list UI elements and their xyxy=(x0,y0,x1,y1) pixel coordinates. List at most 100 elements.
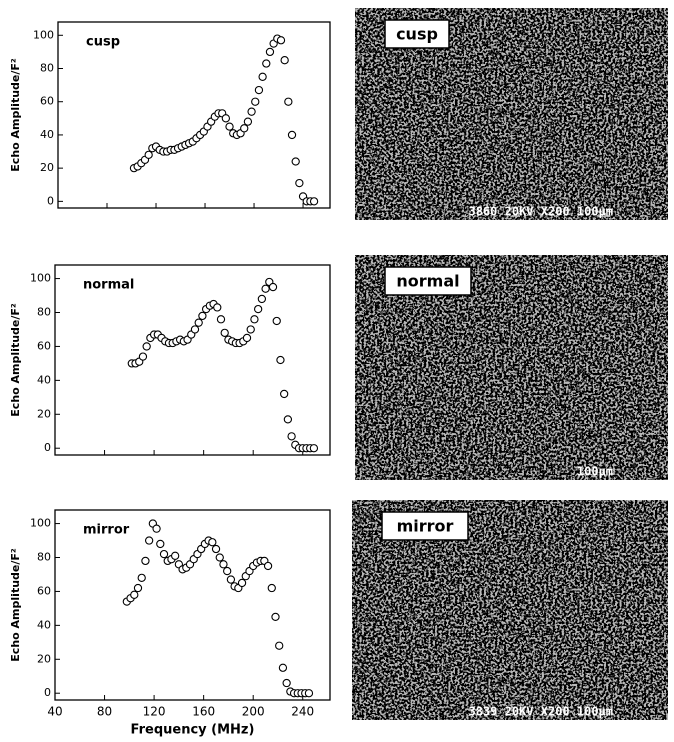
x-tick-label: 240 xyxy=(291,705,314,719)
data-point xyxy=(220,328,229,338)
y-tick-label: 40 xyxy=(40,128,54,141)
data-point xyxy=(282,678,291,688)
data-point xyxy=(295,178,304,188)
y-tick-label: 100 xyxy=(30,272,51,285)
data-point xyxy=(284,97,293,106)
data-point xyxy=(213,303,222,312)
data-point xyxy=(208,538,217,547)
data-point xyxy=(144,536,154,545)
data-point xyxy=(226,575,236,584)
data-point xyxy=(304,689,314,698)
x-tick-label: 160 xyxy=(192,705,215,719)
chart-title: cusp xyxy=(86,35,120,50)
micrograph: cusp 3860 20KV X200 100µm xyxy=(355,8,668,220)
data-point xyxy=(198,311,207,321)
data-point xyxy=(216,315,226,324)
data-point xyxy=(268,282,278,292)
data-point xyxy=(142,342,151,351)
micrograph-caption: 3860 20KV X200 100µm xyxy=(469,205,614,219)
y-axis-label: Echo Amplitude/F² xyxy=(9,303,22,417)
data-point xyxy=(156,539,165,549)
data-point xyxy=(243,117,253,126)
y-tick-label: 60 xyxy=(40,95,54,108)
y-tick-label: 80 xyxy=(40,62,54,75)
data-point xyxy=(254,85,264,95)
plot-frame xyxy=(54,509,331,701)
data-point xyxy=(130,590,139,599)
data-point xyxy=(138,352,148,361)
data-point xyxy=(240,124,249,133)
y-tick-label: 40 xyxy=(37,373,51,386)
y-tick-label: 80 xyxy=(37,551,51,564)
data-point xyxy=(251,97,260,106)
data-point xyxy=(242,333,252,343)
y-tick-label: 60 xyxy=(37,584,51,597)
x-tick-label: 120 xyxy=(143,705,166,719)
data-point xyxy=(247,107,256,116)
data-point xyxy=(221,114,231,123)
plot-frame xyxy=(57,21,331,209)
x-tick-label: 200 xyxy=(242,705,265,719)
y-tick-label: 0 xyxy=(44,441,51,454)
y-tick-label: 0 xyxy=(44,686,51,699)
data-point xyxy=(275,641,284,650)
y-tick-label: 80 xyxy=(37,306,51,319)
data-point xyxy=(271,612,280,622)
chart-title: normal xyxy=(83,278,134,293)
y-tick-label: 20 xyxy=(37,652,51,665)
data-point xyxy=(137,573,146,583)
data-point xyxy=(215,553,224,562)
data-point xyxy=(141,556,150,566)
data-point xyxy=(263,561,273,571)
y-axis-label: Echo Amplitude/F² xyxy=(9,58,22,172)
data-point xyxy=(278,663,288,672)
data-point xyxy=(309,444,319,453)
y-tick-label: 100 xyxy=(33,28,54,41)
data-point xyxy=(223,566,232,576)
plot-frame xyxy=(54,264,331,456)
data-point xyxy=(276,36,286,45)
micrograph-label: mirror xyxy=(397,517,454,536)
data-point xyxy=(250,315,259,324)
data-point xyxy=(246,325,255,334)
data-point xyxy=(257,294,267,304)
data-point xyxy=(280,389,289,399)
micrograph-label: normal xyxy=(396,272,459,291)
x-tick-label: 80 xyxy=(97,705,112,719)
micrograph: mirror 3839 20KV X200 100µm xyxy=(352,500,668,720)
y-tick-label: 20 xyxy=(37,407,51,420)
data-point xyxy=(276,355,285,365)
y-tick-label: 40 xyxy=(37,618,51,631)
data-point xyxy=(171,551,180,560)
data-point xyxy=(283,415,293,424)
label-box xyxy=(384,266,472,296)
data-point xyxy=(265,47,275,57)
x-axis-label: Frequency (MHz) xyxy=(131,723,255,738)
data-point xyxy=(258,72,267,81)
chart-title: mirror xyxy=(83,523,130,538)
data-point xyxy=(287,130,297,140)
data-point xyxy=(237,578,247,588)
data-point xyxy=(159,549,169,559)
y-axis-label: Echo Amplitude/F² xyxy=(9,548,22,662)
data-point xyxy=(219,560,228,569)
data-point xyxy=(133,583,143,593)
label-box xyxy=(384,19,450,49)
data-point xyxy=(194,318,203,327)
y-tick-label: 100 xyxy=(30,517,51,530)
micrograph-label: cusp xyxy=(396,25,438,44)
data-point xyxy=(254,304,263,314)
data-point xyxy=(287,432,296,441)
x-tick-label: 40 xyxy=(47,705,62,719)
data-point xyxy=(309,197,319,206)
label-box xyxy=(381,511,469,541)
data-point xyxy=(144,150,153,160)
micrograph-caption: 100µm xyxy=(577,465,613,479)
micrograph: normal 100µm xyxy=(355,255,668,480)
y-tick-label: 20 xyxy=(40,161,54,174)
y-tick-label: 60 xyxy=(37,339,51,352)
data-point xyxy=(152,524,161,533)
data-point xyxy=(190,325,200,334)
data-point xyxy=(267,583,276,593)
